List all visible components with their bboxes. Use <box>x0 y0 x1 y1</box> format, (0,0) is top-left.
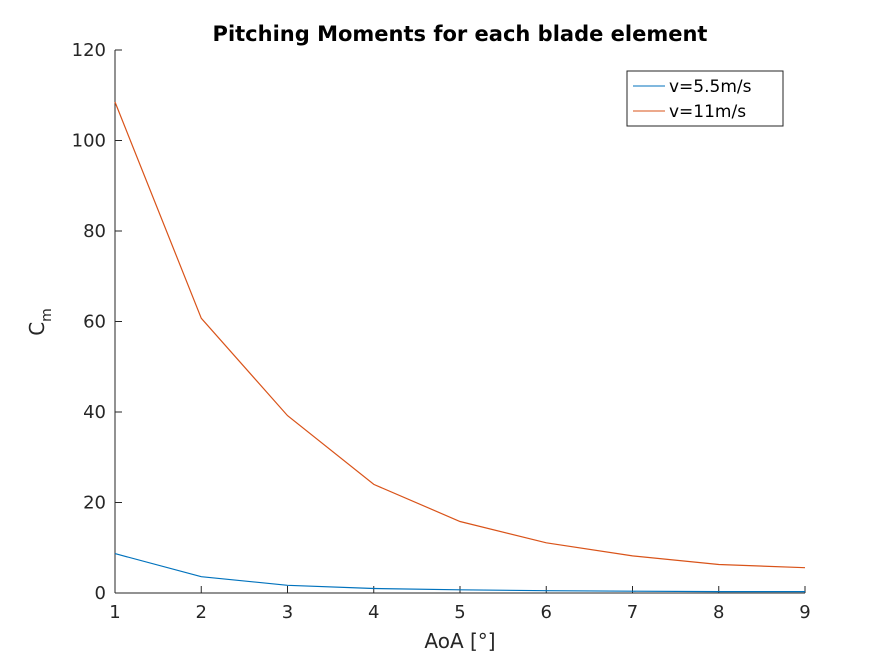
series-lines <box>114 101 806 593</box>
series-line-1 <box>114 101 806 569</box>
y-axis-label-subscript: m <box>39 308 55 322</box>
chart-title: Pitching Moments for each blade element <box>213 22 708 46</box>
x-tick-label: 4 <box>368 602 379 623</box>
x-tick-label: 1 <box>109 602 120 623</box>
y-tick-label: 40 <box>83 402 106 423</box>
y-tick-label: 120 <box>72 40 106 61</box>
y-tick-label: 80 <box>83 221 106 242</box>
legend-label-0: v=5.5m/s <box>669 77 752 97</box>
x-tick-label: 3 <box>282 602 293 623</box>
x-tick-label: 7 <box>627 602 638 623</box>
y-axis-label: Cm <box>25 308 55 336</box>
y-tick-label: 100 <box>72 131 106 152</box>
y-tick-label: 0 <box>95 583 106 604</box>
plot-area: 1 2 3 4 5 6 7 8 9 0 20 40 60 80 100 120 <box>72 40 811 623</box>
y-axis-label-main: C <box>25 322 49 336</box>
svg-text:Cm: Cm <box>25 308 55 336</box>
x-tick-label: 6 <box>541 602 552 623</box>
x-tick-label: 9 <box>799 602 810 623</box>
y-ticks: 0 20 40 60 80 100 120 <box>72 40 122 604</box>
legend: v=5.5m/s v=11m/s <box>626 70 784 127</box>
x-tick-label: 5 <box>454 602 465 623</box>
legend-box <box>626 70 784 127</box>
x-tick-label: 8 <box>713 602 724 623</box>
x-tick-label: 2 <box>196 602 207 623</box>
y-tick-label: 20 <box>83 493 106 514</box>
y-tick-label: 60 <box>83 312 106 333</box>
x-axis-label: AoA [°] <box>424 629 495 653</box>
x-ticks: 1 2 3 4 5 6 7 8 9 <box>109 586 811 623</box>
legend-label-1: v=11m/s <box>669 102 746 122</box>
series-line-0 <box>114 553 805 593</box>
